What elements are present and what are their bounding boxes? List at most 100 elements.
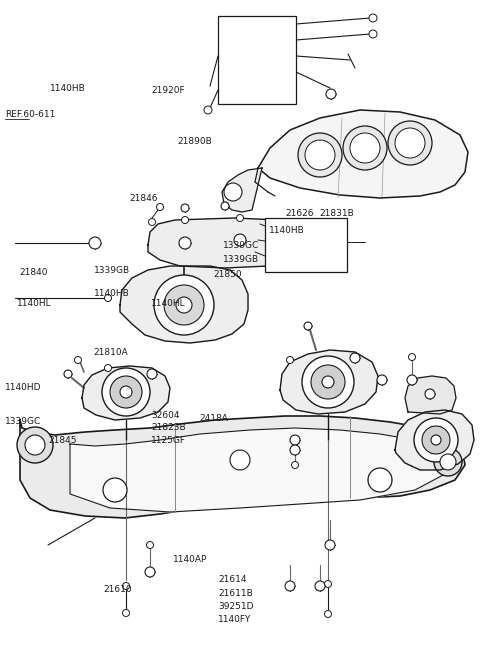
Circle shape xyxy=(434,448,462,476)
Text: 1125GF: 1125GF xyxy=(151,436,186,445)
Polygon shape xyxy=(148,218,300,268)
Circle shape xyxy=(431,435,441,445)
Circle shape xyxy=(164,285,204,325)
Text: 1140HL: 1140HL xyxy=(17,298,51,308)
Circle shape xyxy=(325,540,335,550)
Text: 1339GB: 1339GB xyxy=(94,266,130,276)
Circle shape xyxy=(176,297,192,313)
Text: 39251D: 39251D xyxy=(218,602,254,611)
Circle shape xyxy=(311,365,345,399)
Circle shape xyxy=(322,376,334,388)
Circle shape xyxy=(147,369,157,379)
Text: 21890B: 21890B xyxy=(178,136,212,146)
Text: 1140HD: 1140HD xyxy=(5,382,41,392)
Text: 21810A: 21810A xyxy=(94,348,128,358)
Circle shape xyxy=(234,234,246,246)
Bar xyxy=(218,16,296,104)
Circle shape xyxy=(377,375,387,385)
Text: 21823B: 21823B xyxy=(151,423,186,432)
Text: 21845: 21845 xyxy=(48,436,76,445)
Text: 2418A: 2418A xyxy=(199,414,228,423)
Circle shape xyxy=(407,375,417,385)
Circle shape xyxy=(291,462,299,468)
Polygon shape xyxy=(405,376,456,414)
Polygon shape xyxy=(20,416,465,518)
Circle shape xyxy=(230,450,250,470)
Text: 21850: 21850 xyxy=(214,270,242,279)
Circle shape xyxy=(110,376,142,408)
Circle shape xyxy=(408,354,416,361)
Circle shape xyxy=(324,581,332,588)
Circle shape xyxy=(25,435,45,455)
Text: 21611B: 21611B xyxy=(218,588,253,598)
Text: 21840: 21840 xyxy=(19,268,48,277)
Circle shape xyxy=(369,30,377,38)
Text: 21920F: 21920F xyxy=(151,86,185,95)
Circle shape xyxy=(122,609,130,617)
Polygon shape xyxy=(280,350,378,414)
Circle shape xyxy=(422,426,450,454)
Text: 1140AP: 1140AP xyxy=(173,555,207,564)
Circle shape xyxy=(388,121,432,165)
Polygon shape xyxy=(82,366,170,420)
Circle shape xyxy=(369,14,377,22)
Circle shape xyxy=(414,418,458,462)
Circle shape xyxy=(74,356,82,363)
Circle shape xyxy=(425,389,435,399)
Text: 21846: 21846 xyxy=(130,194,158,203)
Circle shape xyxy=(122,583,130,590)
Circle shape xyxy=(154,275,214,335)
Text: 32604: 32604 xyxy=(151,411,180,420)
Circle shape xyxy=(302,356,354,408)
Circle shape xyxy=(64,370,72,378)
Circle shape xyxy=(298,133,342,177)
Polygon shape xyxy=(258,110,468,198)
Circle shape xyxy=(105,365,111,371)
Polygon shape xyxy=(395,410,474,470)
Text: 1339GC: 1339GC xyxy=(5,417,41,426)
Circle shape xyxy=(181,204,189,212)
Circle shape xyxy=(270,240,280,250)
Circle shape xyxy=(287,356,293,363)
Text: 1140HB: 1140HB xyxy=(50,84,86,93)
Circle shape xyxy=(324,611,332,617)
Circle shape xyxy=(221,202,229,210)
Bar xyxy=(265,218,347,272)
Circle shape xyxy=(120,386,132,398)
Circle shape xyxy=(145,567,155,577)
Circle shape xyxy=(89,237,101,249)
Polygon shape xyxy=(222,168,262,212)
Circle shape xyxy=(148,218,156,226)
Circle shape xyxy=(156,203,164,211)
Text: 1339GB: 1339GB xyxy=(223,255,259,264)
Polygon shape xyxy=(70,428,445,512)
Circle shape xyxy=(285,581,295,591)
Circle shape xyxy=(368,468,392,492)
Circle shape xyxy=(102,368,150,416)
Text: 21626: 21626 xyxy=(286,209,314,218)
Circle shape xyxy=(304,322,312,330)
Circle shape xyxy=(105,295,111,302)
Circle shape xyxy=(440,454,456,470)
Text: 21614: 21614 xyxy=(218,575,247,584)
Circle shape xyxy=(224,183,242,201)
Circle shape xyxy=(103,478,127,502)
Text: 21610: 21610 xyxy=(103,584,132,594)
Circle shape xyxy=(179,237,191,249)
Text: 1140HL: 1140HL xyxy=(151,298,186,308)
Circle shape xyxy=(350,133,380,163)
Circle shape xyxy=(290,435,300,445)
Text: 1140FY: 1140FY xyxy=(218,615,252,625)
Circle shape xyxy=(305,140,335,170)
Circle shape xyxy=(146,541,154,548)
Circle shape xyxy=(181,216,189,224)
Circle shape xyxy=(290,445,300,455)
Circle shape xyxy=(315,581,325,591)
Text: 1339GC: 1339GC xyxy=(223,241,260,250)
Text: 1140HB: 1140HB xyxy=(94,289,129,298)
Text: 21831B: 21831B xyxy=(319,209,354,218)
Circle shape xyxy=(237,215,243,222)
Text: 1140HB: 1140HB xyxy=(269,226,304,236)
Circle shape xyxy=(326,89,336,99)
Circle shape xyxy=(204,106,212,114)
